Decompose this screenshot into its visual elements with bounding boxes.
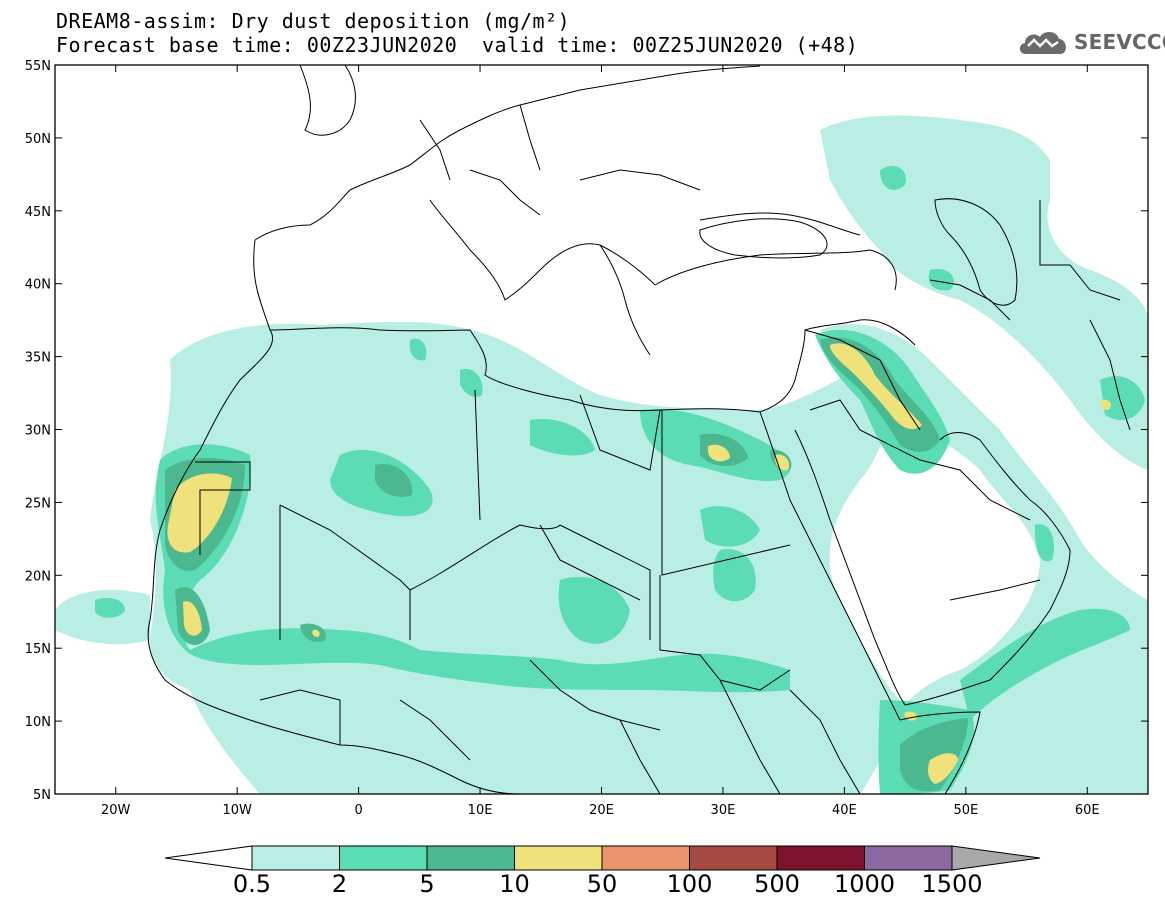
lat-tick-label: 55N: [25, 59, 51, 74]
colorbar-bin: [690, 846, 778, 870]
colorbar-label: 1000: [834, 870, 895, 898]
lon-tick-label: 30E: [711, 803, 736, 818]
lon-tick-label: 20E: [589, 803, 614, 818]
lat-tick-label: 50N: [25, 132, 51, 147]
lon-tick-label: 40E: [832, 803, 857, 818]
lon-tick-label: 20W: [101, 803, 131, 818]
colorbar-bins: [252, 846, 952, 870]
dust-deposition-field: [55, 116, 1148, 794]
lon-tick-label: 50E: [953, 803, 978, 818]
colorbar-bin: [602, 846, 690, 870]
colorbar-label: 50: [587, 870, 618, 898]
lat-tick-label: 40N: [25, 278, 51, 293]
colorbar-bin: [427, 846, 515, 870]
lat-tick-label: 30N: [25, 424, 51, 439]
colorbar-label: 10: [499, 870, 530, 898]
lon-tick-label: 60E: [1075, 803, 1100, 818]
lon-tick-label: 10W: [222, 803, 252, 818]
colorbar-bin: [340, 846, 428, 870]
lat-tick-label: 35N: [25, 351, 51, 366]
colorbar-bin: [252, 846, 340, 870]
colorbar-over-triangle: [952, 846, 1040, 870]
lat-tick-label: 5N: [33, 788, 51, 803]
colorbar-bin: [777, 846, 865, 870]
lat-tick-label: 15N: [25, 642, 51, 657]
colorbar-label: 1500: [921, 870, 982, 898]
colorbar-label: 100: [667, 870, 713, 898]
lat-tick-label: 20N: [25, 569, 51, 584]
colorbar-under-triangle: [165, 846, 252, 870]
lon-tick-label: 10E: [468, 803, 493, 818]
lat-tick-label: 25N: [25, 496, 51, 511]
colorbar-bin: [515, 846, 603, 870]
colorbar: 0.5 2 5 10 50 100 500 1000 1500: [165, 846, 1040, 898]
colorbar-label: 500: [754, 870, 800, 898]
colorbar-labels: 0.5 2 5 10 50 100 500 1000 1500: [233, 870, 983, 898]
lat-tick-label: 45N: [25, 205, 51, 220]
colorbar-label: 0.5: [233, 870, 271, 898]
lon-tick-label: 0: [354, 803, 362, 818]
colorbar-label: 2: [332, 870, 347, 898]
colorbar-bin: [865, 846, 953, 870]
colorbar-label: 5: [419, 870, 434, 898]
lat-tick-label: 10N: [25, 715, 51, 730]
